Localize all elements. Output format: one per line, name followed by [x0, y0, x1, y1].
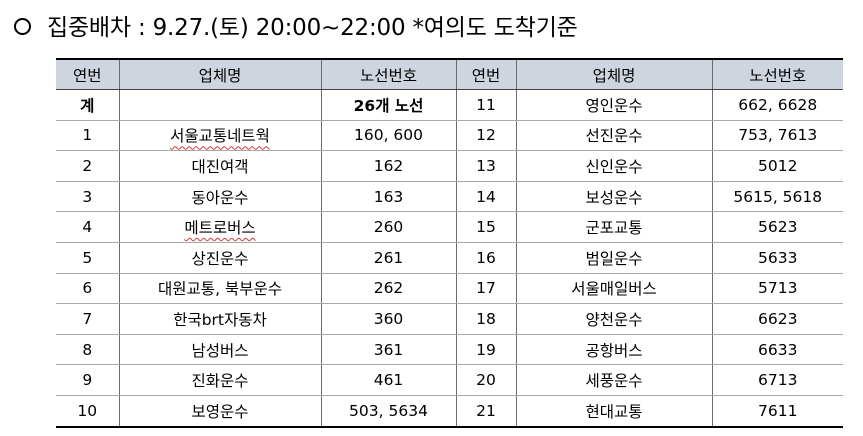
row-no: 6 — [56, 272, 120, 305]
header-company: 업체명 — [118, 58, 322, 90]
row-routes: 461 — [320, 364, 457, 396]
row-no: 14 — [455, 180, 517, 213]
spellcheck-underlined-text: 서울교통네트웍 — [170, 127, 270, 146]
row-routes: 261 — [320, 241, 457, 274]
table-row: 2 대진여객 162 13 신인운수 5012 — [56, 150, 843, 182]
header-routes: 노선번호 — [711, 58, 843, 90]
row-no: 12 — [455, 119, 517, 152]
row-routes: 5012 — [711, 150, 843, 182]
header-company: 업체명 — [515, 58, 713, 90]
row-no: 20 — [455, 364, 517, 396]
row-company: 범일운수 — [515, 241, 713, 274]
row-routes: 6623 — [711, 303, 843, 335]
row-routes: 5615, 5618 — [711, 180, 843, 213]
row-no: 17 — [455, 272, 517, 305]
row-company: 공항버스 — [515, 333, 713, 366]
row-company: 보영운수 — [118, 394, 322, 428]
row-no: 7 — [56, 303, 120, 335]
row-company: 진화운수 — [118, 364, 322, 396]
row-routes: 5633 — [711, 241, 843, 274]
spellcheck-underlined-text: 메트로버스 — [184, 219, 256, 238]
header-row: 연번 업체명 노선번호 연번 업체명 노선번호 — [56, 58, 843, 90]
row-no: 13 — [455, 150, 517, 182]
table-row: 7 한국brt자동차 360 18 양천운수 6623 — [56, 303, 843, 335]
row-company: 상진운수 — [118, 241, 322, 274]
header-routes: 노선번호 — [320, 58, 457, 90]
row-no: 2 — [56, 150, 120, 182]
row-company: 신인운수 — [515, 150, 713, 182]
row-no: 3 — [56, 180, 120, 213]
row-no: 18 — [455, 303, 517, 335]
row-company: 세풍운수 — [515, 364, 713, 396]
table-row: 계 26개 노선 11 영인운수 662, 6628 — [56, 89, 843, 121]
row-routes: 6713 — [711, 364, 843, 396]
header-no: 연번 — [455, 58, 517, 90]
row-company: 대원교통, 북부운수 — [118, 272, 322, 305]
table-row: 4 메트로버스 260 15 군포교통 5623 — [56, 211, 843, 243]
table-row: 1 서울교통네트웍 160, 600 12 선진운수 753, 7613 — [56, 119, 843, 152]
row-no: 16 — [455, 241, 517, 274]
row-routes: 503, 5634 — [320, 394, 457, 428]
row-no: 1 — [56, 119, 120, 152]
row-routes: 360 — [320, 303, 457, 335]
section-heading: 집중배차 : 9.27.(토) 20:00~22:00 *여의도 도착기준 — [14, 8, 578, 42]
table-row: 5 상진운수 261 16 범일운수 5633 — [56, 241, 843, 274]
row-routes: 5623 — [711, 211, 843, 243]
row-company: 메트로버스 — [118, 211, 322, 243]
total-company — [118, 89, 322, 121]
row-no: 10 — [56, 394, 120, 428]
row-no: 8 — [56, 333, 120, 366]
header-no: 연번 — [56, 58, 120, 90]
row-routes: 162 — [320, 150, 457, 182]
row-routes: 662, 6628 — [711, 89, 843, 121]
row-company: 서울매일버스 — [515, 272, 713, 305]
total-routes: 26개 노선 — [320, 89, 457, 121]
row-company: 현대교통 — [515, 394, 713, 428]
row-routes: 262 — [320, 272, 457, 305]
total-label: 계 — [56, 89, 120, 121]
row-company: 보성운수 — [515, 180, 713, 213]
row-routes: 5713 — [711, 272, 843, 305]
row-company: 동아운수 — [118, 180, 322, 213]
row-no: 21 — [455, 394, 517, 428]
row-company: 양천운수 — [515, 303, 713, 335]
heading-text: 집중배차 : 9.27.(토) 20:00~22:00 *여의도 도착기준 — [47, 15, 578, 41]
table-row: 10 보영운수 503, 5634 21 현대교통 7611 — [56, 394, 843, 428]
row-no: 9 — [56, 364, 120, 396]
row-routes: 7611 — [711, 394, 843, 428]
row-routes: 163 — [320, 180, 457, 213]
row-company: 선진운수 — [515, 119, 713, 152]
circle-bullet-icon — [14, 17, 31, 35]
row-company: 서울교통네트웍 — [118, 119, 322, 152]
row-company: 한국brt자동차 — [118, 303, 322, 335]
table-row: 8 남성버스 361 19 공항버스 6633 — [56, 333, 843, 366]
row-routes: 753, 7613 — [711, 119, 843, 152]
bus-schedule-table: 연번 업체명 노선번호 연번 업체명 노선번호 계 26개 노선 11 영인운수… — [56, 58, 843, 428]
table-row: 9 진화운수 461 20 세풍운수 6713 — [56, 364, 843, 396]
row-no: 11 — [455, 89, 517, 121]
row-company: 군포교통 — [515, 211, 713, 243]
row-no: 19 — [455, 333, 517, 366]
row-no: 5 — [56, 241, 120, 274]
row-company: 남성버스 — [118, 333, 322, 366]
row-routes: 361 — [320, 333, 457, 366]
row-no: 15 — [455, 211, 517, 243]
row-routes: 260 — [320, 211, 457, 243]
row-company: 대진여객 — [118, 150, 322, 182]
row-routes: 6633 — [711, 333, 843, 366]
table-row: 6 대원교통, 북부운수 262 17 서울매일버스 5713 — [56, 272, 843, 305]
row-routes: 160, 600 — [320, 119, 457, 152]
table-row: 3 동아운수 163 14 보성운수 5615, 5618 — [56, 180, 843, 213]
row-company: 영인운수 — [515, 89, 713, 121]
row-no: 4 — [56, 211, 120, 243]
